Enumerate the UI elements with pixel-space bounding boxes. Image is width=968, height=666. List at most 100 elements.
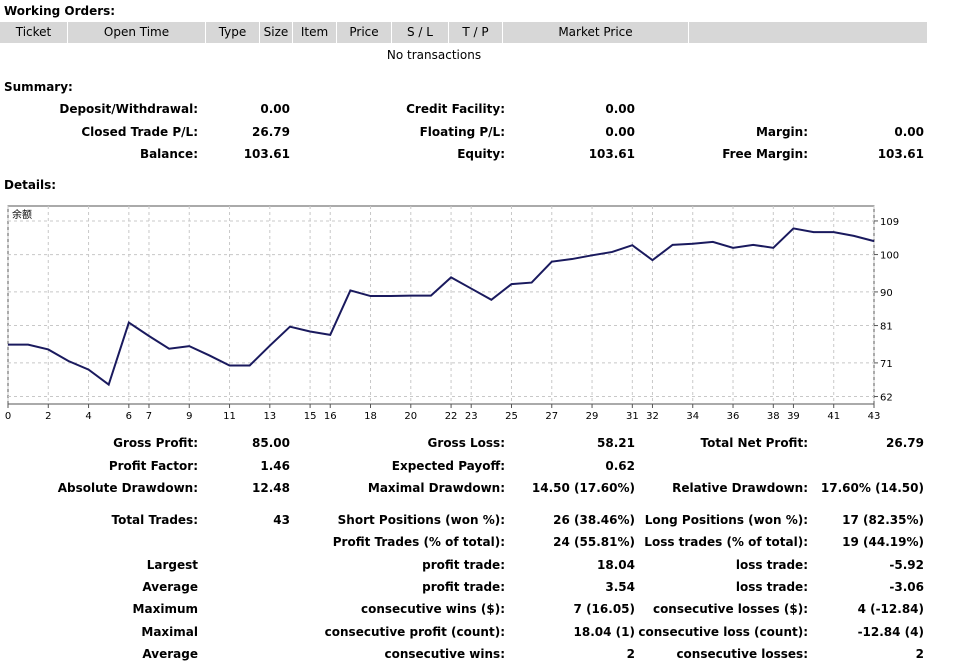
- column-header-item[interactable]: Item: [293, 22, 337, 43]
- column-header-sl[interactable]: S / L: [392, 22, 449, 43]
- average-consecutive-wins-value: 2: [626, 647, 635, 661]
- column-header-market-price[interactable]: Market Price: [503, 22, 689, 43]
- deposit-value: 0.00: [260, 102, 290, 116]
- maximal-consecutive-profit-value: 18.04 (1): [573, 625, 635, 639]
- maximal-consecutive-loss-value: -12.84 (4): [857, 625, 924, 639]
- column-header-size[interactable]: Size: [260, 22, 293, 43]
- x-tick-label: 16: [324, 411, 337, 422]
- x-tick-label: 15: [304, 411, 317, 422]
- maximal-drawdown-label: Maximal Drawdown:: [367, 481, 505, 495]
- x-tick-label: 36: [727, 411, 740, 422]
- total-net-profit-value: 26.79: [886, 436, 924, 450]
- column-header-blank[interactable]: [689, 22, 927, 43]
- credit-label: Credit Facility:: [406, 102, 505, 116]
- column-header-price[interactable]: Price: [337, 22, 392, 43]
- y-tick-label: 109: [880, 217, 899, 228]
- closed-pl-label: Closed Trade P/L:: [81, 125, 198, 139]
- maximum-label: Maximum: [132, 602, 198, 616]
- x-tick-label: 31: [626, 411, 639, 422]
- balance-series-line: [8, 227, 875, 387]
- x-tick-label: 6: [126, 411, 132, 422]
- balance-value: 103.61: [243, 147, 290, 161]
- y-tick-label: 90: [880, 288, 893, 299]
- x-tick-label: 23: [465, 411, 478, 422]
- free-margin-label: Free Margin:: [722, 147, 808, 161]
- free-margin-value: 103.61: [877, 147, 924, 161]
- x-tick-label: 20: [404, 411, 417, 422]
- x-tick-label: 38: [767, 411, 780, 422]
- summary-title: Summary:: [4, 80, 73, 94]
- margin-label: Margin:: [755, 125, 808, 139]
- largest-profit-trade-label: profit trade:: [422, 558, 505, 572]
- total-net-profit-label: Total Net Profit:: [700, 436, 808, 450]
- deposit-label: Deposit/Withdrawal:: [59, 102, 198, 116]
- equity-value: 103.61: [588, 147, 635, 161]
- x-tick-label: 29: [586, 411, 599, 422]
- absolute-drawdown-label: Absolute Drawdown:: [57, 481, 198, 495]
- expected-payoff-label: Expected Payoff:: [391, 459, 505, 473]
- chart-title: 余额: [12, 208, 32, 221]
- gross-loss-value: 58.21: [597, 436, 635, 450]
- average-profit-trade-value: 3.54: [605, 580, 635, 594]
- x-tick-label: 22: [445, 411, 458, 422]
- chart-plot-area: [7, 205, 875, 405]
- y-tick-label: 81: [880, 322, 893, 333]
- maximal-consecutive-profit-label: consecutive profit (count):: [324, 625, 505, 639]
- average-profit-trade-label: profit trade:: [422, 580, 505, 594]
- no-transactions-text: No transactions: [386, 48, 482, 62]
- largest-loss-trade-value: -5.92: [889, 558, 924, 572]
- y-tick-label: 71: [880, 359, 893, 370]
- floating-pl-value: 0.00: [605, 125, 635, 139]
- average-loss-trade-value: -3.06: [889, 580, 924, 594]
- x-tick-label: 41: [827, 411, 840, 422]
- x-tick-label: 11: [223, 411, 236, 422]
- average-label: Average: [142, 580, 198, 594]
- maximal-label: Maximal: [141, 625, 198, 639]
- x-tick-label: 7: [146, 411, 152, 422]
- x-tick-label: 4: [85, 411, 91, 422]
- relative-drawdown-label: Relative Drawdown:: [672, 481, 808, 495]
- balance-chart: 余额 0 2 4 6 7 9 11 13 15 16 18 20 22 23 25 27 29 31 32 34 36 3…: [5, 205, 899, 422]
- average-loss-trade-label: loss trade:: [735, 580, 808, 594]
- gross-profit-label: Gross Profit:: [113, 436, 198, 450]
- maximal-drawdown-value: 14.50 (17.60%): [531, 481, 635, 495]
- column-header-type[interactable]: Type: [206, 22, 260, 43]
- margin-value: 0.00: [894, 125, 924, 139]
- short-positions-value: 26 (38.46%): [553, 513, 635, 527]
- absolute-drawdown-value: 12.48: [252, 481, 290, 495]
- x-tick-label: 18: [364, 411, 377, 422]
- gross-loss-label: Gross Loss:: [427, 436, 505, 450]
- column-header-open-time[interactable]: Open Time: [68, 22, 206, 43]
- credit-value: 0.00: [605, 102, 635, 116]
- x-tick-label: 2: [45, 411, 51, 422]
- average-consecutive-wins-label: consecutive wins:: [384, 647, 505, 661]
- total-trades-value: 43: [273, 513, 290, 527]
- column-header-ticket[interactable]: Ticket: [0, 22, 68, 43]
- working-orders-title: Working Orders:: [4, 4, 116, 18]
- gross-profit-value: 85.00: [252, 436, 290, 450]
- x-tick-label: 13: [263, 411, 276, 422]
- x-tick-label: 9: [186, 411, 192, 422]
- max-consecutive-wins-label: consecutive wins ($):: [360, 602, 505, 616]
- profit-factor-value: 1.46: [260, 459, 290, 473]
- column-header-tp[interactable]: T / P: [449, 22, 503, 43]
- closed-pl-value: 26.79: [252, 125, 290, 139]
- max-consecutive-wins-value: 7 (16.05): [573, 602, 635, 616]
- floating-pl-label: Floating P/L:: [419, 125, 505, 139]
- loss-trades-label: Loss trades (% of total):: [644, 535, 808, 549]
- average-consecutive-label: Average: [142, 647, 198, 661]
- x-tick-label: 39: [787, 411, 800, 422]
- long-positions-label: Long Positions (won %):: [644, 513, 808, 527]
- orders-table-header: Ticket Open Time Type Size Item Price S …: [0, 22, 927, 43]
- profit-factor-label: Profit Factor:: [108, 459, 198, 473]
- short-positions-label: Short Positions (won %):: [337, 513, 505, 527]
- details-title: Details:: [4, 178, 57, 192]
- y-tick-label: 62: [880, 393, 893, 404]
- y-tick-label: 100: [880, 251, 899, 262]
- total-trades-label: Total Trades:: [111, 513, 198, 527]
- average-consecutive-losses-label: consecutive losses:: [676, 647, 808, 661]
- long-positions-value: 17 (82.35%): [842, 513, 924, 527]
- max-consecutive-losses-label: consecutive losses ($):: [652, 602, 808, 616]
- largest-profit-trade-value: 18.04: [597, 558, 635, 572]
- equity-label: Equity:: [457, 147, 505, 161]
